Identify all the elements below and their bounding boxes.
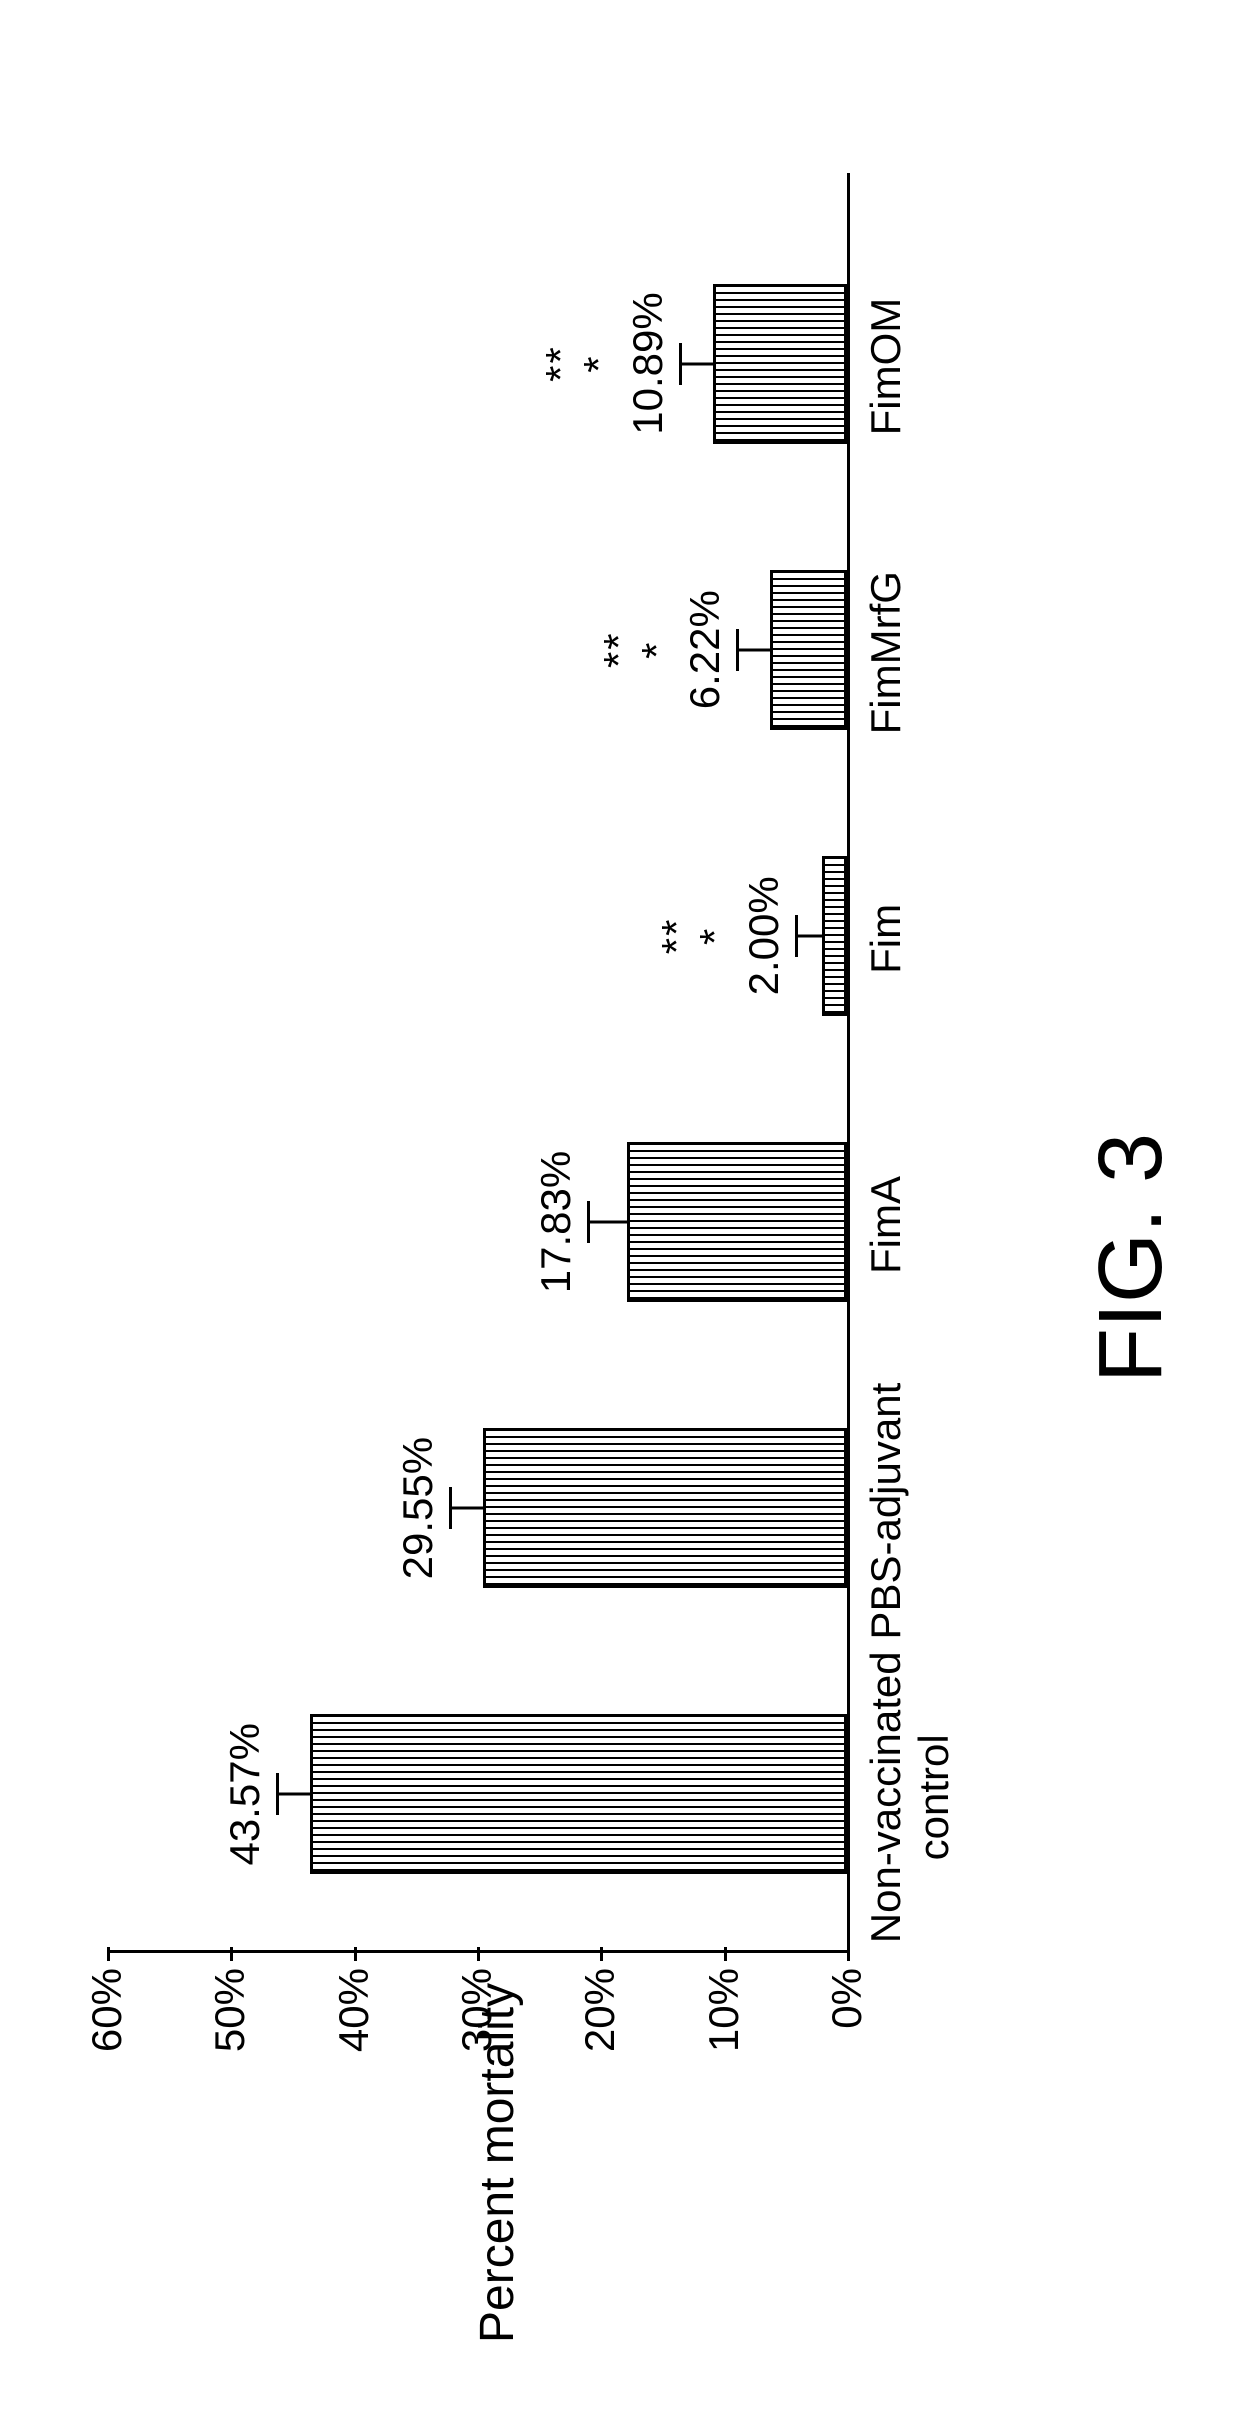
y-tick-label: 50%	[206, 1950, 254, 2052]
error-cap	[276, 1773, 279, 1815]
significance-marker: ***	[542, 345, 618, 382]
bar-hatch	[716, 287, 844, 441]
error-bar	[279, 1793, 310, 1796]
error-bar	[739, 648, 770, 651]
error-bar	[590, 1221, 627, 1224]
bar-value-label: 2.00%	[740, 876, 788, 995]
error-bar	[682, 362, 713, 365]
error-cap	[679, 343, 682, 385]
x-category-label: FimA	[862, 1176, 910, 1274]
bar-hatch	[486, 1431, 844, 1585]
bar	[627, 1142, 847, 1302]
error-cap	[736, 629, 739, 671]
bar	[713, 284, 847, 444]
significance-marker: ***	[600, 631, 676, 668]
x-category-label: FimOM	[862, 298, 910, 436]
y-tick-label: 40%	[330, 1950, 378, 2052]
x-category-label: FimMrfG	[862, 571, 910, 734]
y-tick-label: 60%	[83, 1950, 131, 2052]
y-tick-label: 0%	[823, 1950, 871, 2029]
bar	[822, 856, 847, 1016]
bar-hatch	[825, 859, 844, 1013]
error-bar	[452, 1507, 483, 1510]
x-category-label: Non-vaccinatedcontrol	[862, 1651, 959, 1943]
bar-value-label: 17.83%	[532, 1151, 580, 1293]
y-tick-label: 10%	[700, 1950, 748, 2052]
error-bar	[798, 934, 823, 937]
bar-hatch	[773, 573, 844, 727]
bar-hatch	[313, 1717, 844, 1871]
error-cap	[587, 1201, 590, 1243]
bar	[770, 570, 847, 730]
y-tick-label: 20%	[576, 1950, 624, 2052]
bar-value-label: 10.89%	[624, 292, 672, 434]
bar	[483, 1428, 847, 1588]
bar-hatch	[630, 1145, 844, 1299]
error-cap	[449, 1487, 452, 1529]
figure-caption: FIG. 3	[1080, 1133, 1183, 1383]
significance-marker: ***	[658, 918, 734, 955]
plot-area: 0%10%20%30%40%50%60%43.57%29.55%17.83%2.…	[110, 173, 850, 1953]
bar-value-label: 29.55%	[394, 1437, 442, 1579]
x-category-label: Fim	[862, 904, 910, 974]
error-cap	[795, 915, 798, 957]
bar-value-label: 43.57%	[221, 1723, 269, 1865]
x-category-label: PBS-adjuvant	[862, 1383, 910, 1640]
bar	[310, 1714, 847, 1874]
y-tick-label: 30%	[453, 1950, 501, 2052]
bar-value-label: 6.22%	[681, 590, 729, 709]
